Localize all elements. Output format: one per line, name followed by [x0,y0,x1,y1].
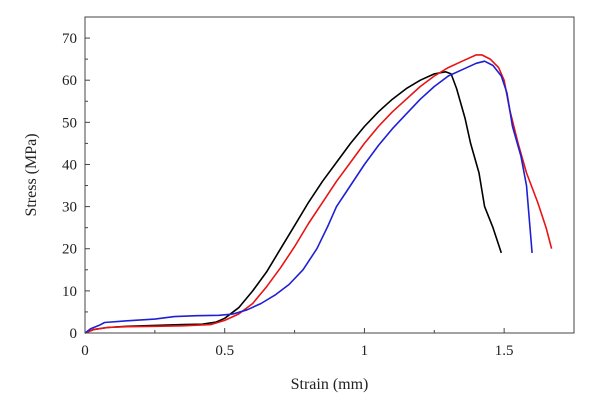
x-tick-label: 0 [81,343,89,359]
y-tick-label: 40 [62,157,77,173]
x-tick-label: 1.5 [495,343,514,359]
plot-area [84,16,575,334]
y-tick-label: 60 [62,73,77,89]
x-tick-label: 1 [361,343,369,359]
y-tick-label: 30 [62,200,77,216]
series-lines [84,54,553,334]
series-line-1 [84,71,503,334]
series-line-2 [84,54,553,334]
y-tick-label: 10 [62,284,77,300]
plot-frame [84,16,575,334]
y-tick-label: 20 [62,242,77,258]
x-axis-label: Strain (mm) [291,376,369,393]
x-tick-label: 0.5 [215,343,234,359]
y-axis-label: Stress (MPa) [23,133,40,216]
y-tick-label: 0 [70,326,78,342]
y-tick-label: 50 [62,115,77,131]
axes: 0 0.5 1 1.5 0 10 20 30 40 50 60 70 [62,31,514,359]
y-tick-label: 70 [62,31,77,47]
series-line-3 [84,60,533,334]
